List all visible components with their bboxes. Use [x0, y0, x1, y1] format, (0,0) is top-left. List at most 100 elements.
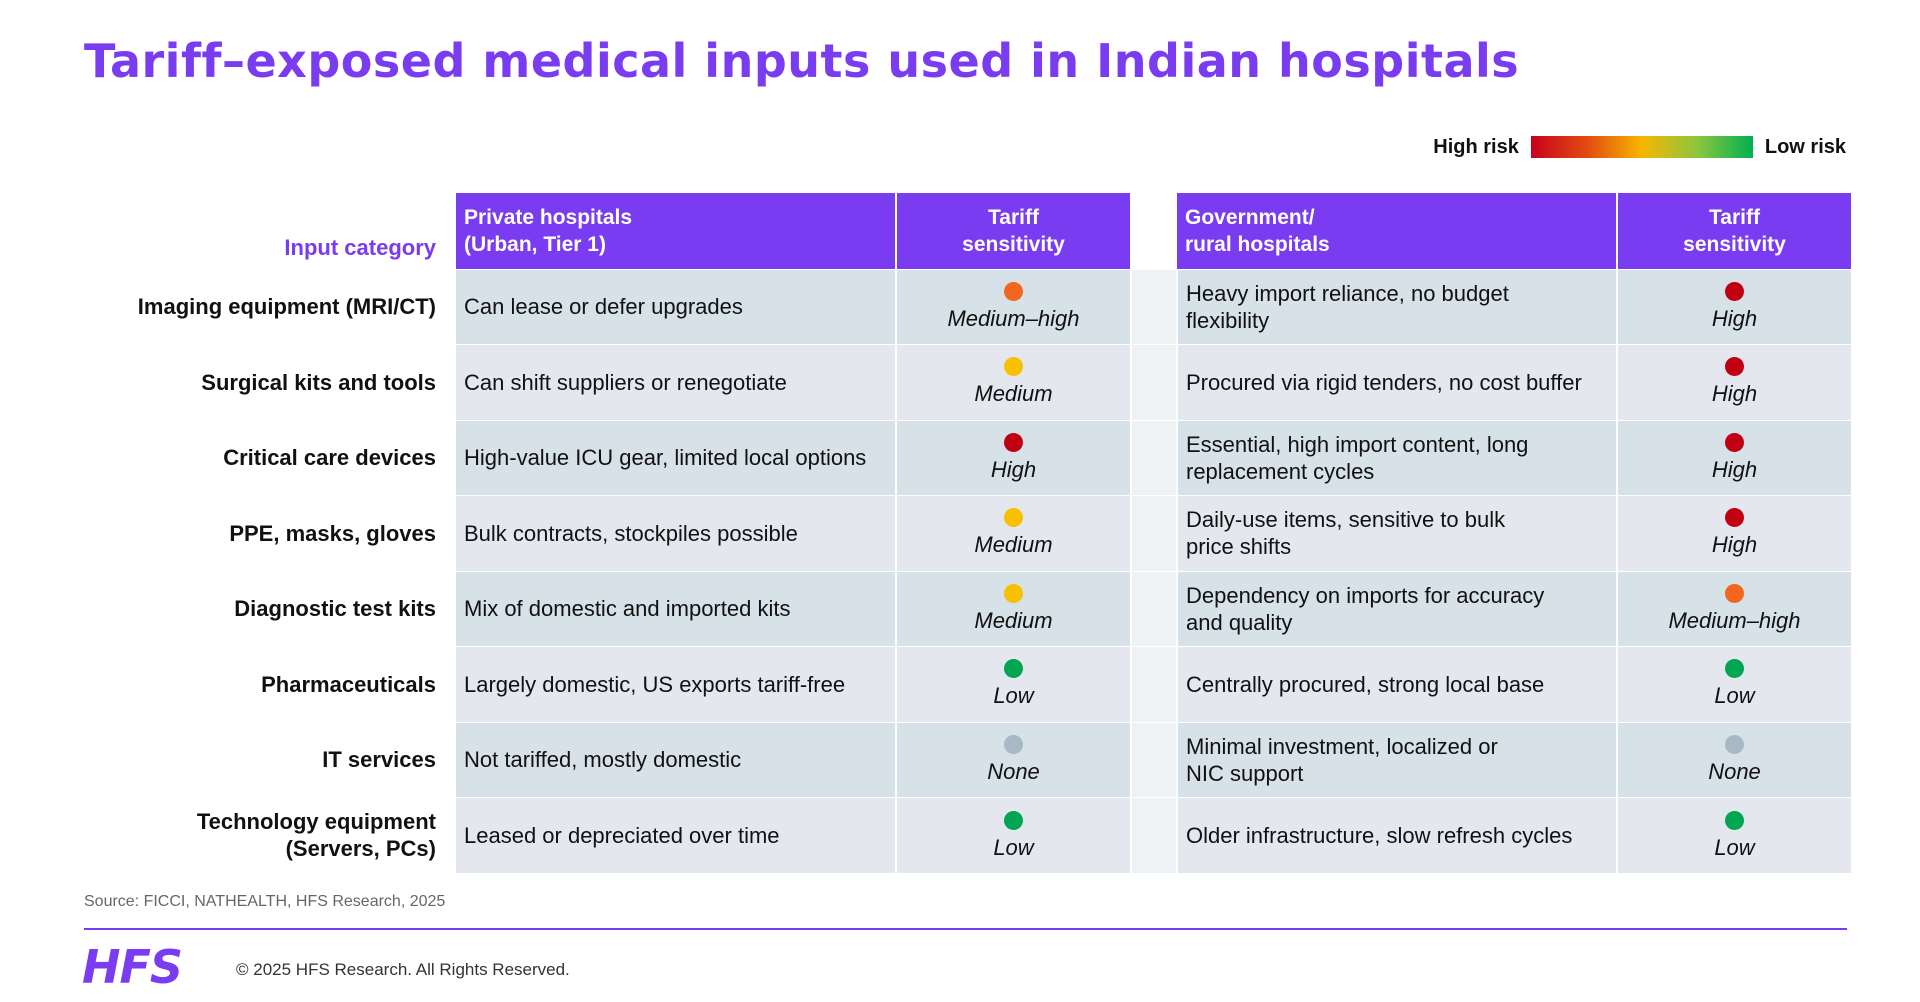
- govt-description-cell-text: Centrally procured, strong local base: [1186, 671, 1545, 697]
- govt-hospitals-header: Government/ rural hospitals: [1177, 193, 1618, 269]
- sensitivity-label: High: [1711, 381, 1758, 407]
- govt-sensitivity-cell: None: [1617, 721, 1851, 798]
- tariff-table-container: Input category Private hospitals (Urban,…: [0, 193, 1920, 873]
- risk-dot-icon: [1004, 659, 1023, 679]
- govt-description-cell-text: Older infrastructure, slow refresh cycle…: [1186, 823, 1573, 848]
- column-gap: [1131, 495, 1178, 571]
- risk-dot-icon: [1725, 281, 1744, 301]
- sensitivity-label: High: [1711, 456, 1758, 482]
- tariff-table: Input category Private hospitals (Urban,…: [84, 193, 1851, 873]
- govt-description-cell: Essential, high import content, long rep…: [1177, 419, 1618, 496]
- private-sensitivity-cell: Medium–high: [896, 268, 1132, 345]
- copyright-text: © 2025 HFS Research. All Rights Reserved…: [236, 960, 570, 979]
- table-row: PPE, masks, gloves Bulk contracts, stockp…: [84, 495, 1851, 571]
- govt-description-cell: Heavy import reliance, no budget flexibi…: [1177, 268, 1618, 345]
- private-description-cell: High-value ICU gear, limited local optio…: [456, 419, 897, 496]
- govt-sensitivity-cell: Medium–high: [1617, 570, 1851, 647]
- sensitivity-label: Low: [993, 683, 1034, 709]
- private-description-cell-text: Not tariffed, mostly domestic: [464, 747, 742, 773]
- risk-legend: High risk Low risk: [1433, 134, 1846, 160]
- govt-description-cell: Centrally procured, strong local base: [1177, 646, 1618, 722]
- sensitivity-label: Low: [993, 834, 1034, 860]
- private-description-cell: Not tariffed, mostly domestic: [456, 721, 897, 798]
- sensitivity-label: Medium: [974, 607, 1053, 633]
- govt-description-cell-text: Heavy import reliance, no budget flexibi…: [1186, 280, 1509, 333]
- table-row: Pharmaceuticals Largely domestic, US expo…: [84, 646, 1851, 722]
- govt-description-cell: Minimal investment, localized or NIC sup…: [1177, 721, 1618, 798]
- sensitivity-label: Low: [1714, 683, 1755, 709]
- sensitivity-label: Low: [1714, 834, 1755, 860]
- risk-dot-icon: [1725, 810, 1744, 830]
- govt-description-cell: Daily-use items, sensitive to bulk price…: [1177, 495, 1618, 571]
- risk-dot-icon: [1725, 583, 1744, 603]
- risk-dot-icon: [1004, 357, 1023, 377]
- column-gap: [1131, 268, 1178, 345]
- govt-sensitivity-cell: High: [1617, 268, 1851, 345]
- footer-divider: [84, 928, 1847, 930]
- govt-description-cell-text: Minimal investment, localized or NIC sup…: [1186, 733, 1498, 786]
- input-category-cell-text: Technology equipment (Servers, PCs): [196, 809, 436, 862]
- sensitivity-label: High: [990, 456, 1037, 482]
- private-sensitivity-cell: None: [896, 721, 1132, 798]
- input-category-cell: Critical care devices: [84, 420, 456, 496]
- govt-description-cell-text: Essential, high import content, long rep…: [1186, 431, 1529, 484]
- govt-description-cell-text: Dependency on imports for accuracy and q…: [1186, 582, 1545, 635]
- govt-sensitivity-cell: High: [1617, 344, 1851, 420]
- private-description-cell-text: Bulk contracts, stockpiles possible: [464, 520, 798, 546]
- private-sensitivity-cell: Medium: [896, 495, 1132, 571]
- input-category-cell: Technology equipment (Servers, PCs): [84, 797, 456, 873]
- govt-sensitivity-cell: Low: [1617, 646, 1851, 722]
- private-sensitivity-cell: High: [896, 419, 1132, 496]
- input-category-cell: PPE, masks, gloves: [84, 495, 456, 571]
- private-description-cell-text: Mix of domestic and imported kits: [464, 596, 791, 622]
- private-description-cell: Can lease or defer upgrades: [456, 268, 897, 345]
- govt-description-cell-text: Procured via rigid tenders, no cost buff…: [1186, 369, 1582, 395]
- risk-dot-icon: [1725, 357, 1744, 377]
- sensitivity-label: Medium–high: [1668, 607, 1801, 633]
- private-sensitivity-cell: Low: [896, 646, 1132, 722]
- govt-description-cell: Older infrastructure, slow refresh cycle…: [1177, 797, 1618, 873]
- risk-dot-icon: [1004, 734, 1023, 754]
- source-note: Source: FICCI, NATHEALTH, HFS Research, …: [84, 893, 446, 910]
- hfs-logo: HFS: [82, 940, 183, 994]
- table-row: Surgical kits and tools Can shift supplie…: [84, 344, 1851, 420]
- input-category-cell-text: Surgical kits and tools: [201, 369, 436, 395]
- input-category-cell-text: Pharmaceuticals: [261, 671, 436, 697]
- column-gap: [1131, 646, 1178, 722]
- private-description-cell-text: Largely domestic, US exports tariff-free: [464, 671, 846, 697]
- table-row: Critical care devices High-value ICU gear…: [84, 419, 1851, 496]
- private-description-cell: Largely domestic, US exports tariff-free: [456, 646, 897, 722]
- private-sensitivity-cell: Medium: [896, 344, 1132, 420]
- column-gap: [1131, 721, 1178, 798]
- sensitivity-label: None: [1708, 758, 1761, 784]
- govt-sensitivity-cell: Low: [1617, 797, 1851, 873]
- private-description-cell: Leased or depreciated over time: [456, 797, 897, 873]
- risk-dot-icon: [1004, 432, 1023, 452]
- sensitivity-label: None: [987, 758, 1040, 784]
- risk-dot-icon: [1725, 432, 1744, 452]
- table-row: Technology equipment (Servers, PCs) Lease…: [84, 797, 1851, 873]
- column-gap: [1131, 344, 1178, 420]
- govt-sensitivity-cell: High: [1617, 495, 1851, 571]
- private-description-cell: Mix of domestic and imported kits: [456, 570, 897, 647]
- legend-low-label: Low risk: [1764, 135, 1846, 158]
- input-category-cell: Surgical kits and tools: [84, 344, 456, 420]
- sensitivity-label: Medium: [974, 381, 1053, 407]
- input-category-cell-text: Critical care devices: [223, 445, 436, 471]
- private-description-cell-text: High-value ICU gear, limited local optio…: [464, 445, 867, 471]
- sensitivity-label: High: [1711, 305, 1758, 331]
- page-title: Tariff–exposed medical inputs used in In…: [84, 34, 1520, 88]
- column-gap: [1131, 193, 1177, 269]
- govt-description-cell-text: Daily-use items, sensitive to bulk price…: [1186, 507, 1506, 560]
- input-category-cell: Imaging equipment (MRI/CT): [84, 269, 456, 345]
- risk-dot-icon: [1004, 281, 1023, 301]
- column-gap: [1131, 419, 1178, 496]
- table-body: Imaging equipment (MRI/CT) Can lease or d…: [84, 268, 1851, 873]
- private-description-cell-text: Leased or depreciated over time: [464, 823, 780, 848]
- sensitivity-label: Medium–high: [947, 305, 1080, 331]
- private-hospitals-header-text: Private hospitals (Urban, Tier 1): [464, 205, 633, 256]
- private-description-cell-text: Can shift suppliers or renegotiate: [464, 369, 787, 395]
- private-description-cell: Bulk contracts, stockpiles possible: [456, 495, 897, 571]
- govt-description-cell: Procured via rigid tenders, no cost buff…: [1177, 344, 1618, 420]
- private-sensitivity-header: Tariff sensitivity: [896, 193, 1132, 269]
